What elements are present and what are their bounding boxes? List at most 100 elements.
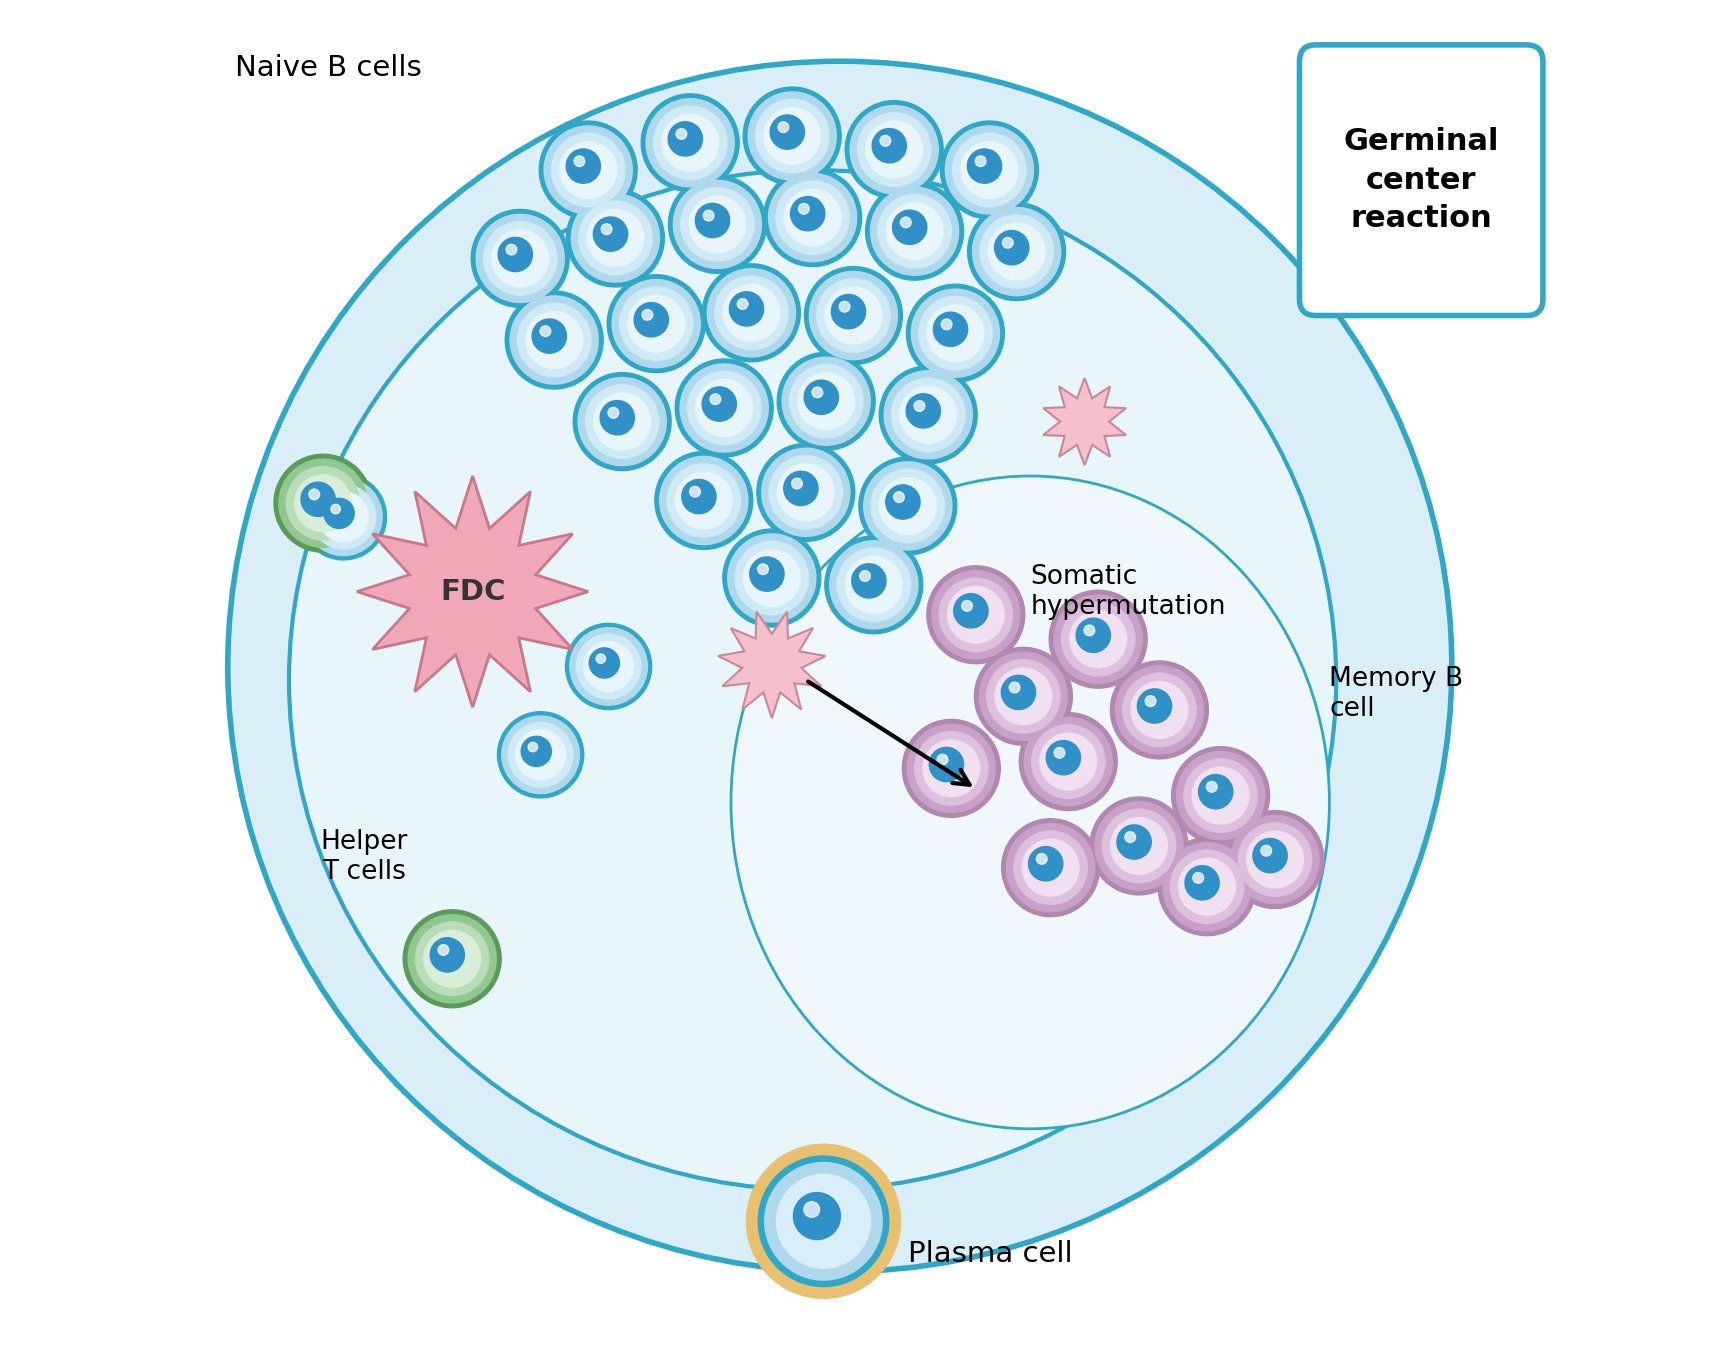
Circle shape xyxy=(647,99,733,186)
Circle shape xyxy=(654,106,727,180)
Circle shape xyxy=(900,218,910,227)
Circle shape xyxy=(831,295,865,329)
Circle shape xyxy=(794,1193,841,1239)
Circle shape xyxy=(928,305,983,362)
Circle shape xyxy=(596,654,605,664)
Circle shape xyxy=(1001,676,1035,710)
Circle shape xyxy=(439,945,449,955)
Circle shape xyxy=(574,373,671,471)
Circle shape xyxy=(709,394,721,404)
Circle shape xyxy=(860,571,870,581)
Circle shape xyxy=(1014,831,1087,904)
Circle shape xyxy=(1032,725,1105,798)
Circle shape xyxy=(302,483,335,517)
Circle shape xyxy=(1193,767,1248,824)
Circle shape xyxy=(586,385,659,458)
Circle shape xyxy=(810,272,898,359)
Circle shape xyxy=(681,188,754,261)
Circle shape xyxy=(812,388,822,397)
Circle shape xyxy=(763,107,820,165)
Circle shape xyxy=(933,313,968,347)
Circle shape xyxy=(1172,747,1269,845)
Circle shape xyxy=(702,264,801,362)
Circle shape xyxy=(295,475,352,532)
Circle shape xyxy=(274,454,373,552)
Circle shape xyxy=(1049,590,1148,688)
Circle shape xyxy=(1170,850,1243,923)
Circle shape xyxy=(940,578,1013,651)
Circle shape xyxy=(798,204,810,214)
Circle shape xyxy=(687,371,761,445)
Circle shape xyxy=(825,287,883,344)
Circle shape xyxy=(628,295,685,352)
Circle shape xyxy=(1115,666,1203,753)
Circle shape xyxy=(839,302,850,311)
Circle shape xyxy=(988,223,1046,280)
Circle shape xyxy=(919,296,992,370)
Circle shape xyxy=(844,101,943,199)
Circle shape xyxy=(1231,816,1320,903)
Circle shape xyxy=(567,150,600,184)
Circle shape xyxy=(872,129,907,163)
Circle shape xyxy=(477,215,564,302)
Circle shape xyxy=(779,122,789,132)
Circle shape xyxy=(775,181,850,254)
Circle shape xyxy=(817,279,890,352)
Circle shape xyxy=(782,358,870,445)
Circle shape xyxy=(728,534,817,622)
Circle shape xyxy=(584,642,633,691)
Circle shape xyxy=(805,1202,820,1217)
Circle shape xyxy=(954,594,988,628)
Circle shape xyxy=(995,668,1053,725)
Circle shape xyxy=(884,371,973,458)
Polygon shape xyxy=(718,612,825,718)
Circle shape xyxy=(714,276,789,350)
Circle shape xyxy=(1125,832,1136,842)
Circle shape xyxy=(864,462,952,549)
Circle shape xyxy=(870,188,959,275)
Circle shape xyxy=(522,736,551,767)
Circle shape xyxy=(968,203,1066,301)
Circle shape xyxy=(907,725,995,812)
Circle shape xyxy=(1054,596,1143,683)
Circle shape xyxy=(565,623,652,710)
Circle shape xyxy=(893,211,928,245)
Circle shape xyxy=(737,299,747,309)
Circle shape xyxy=(532,320,567,354)
Circle shape xyxy=(838,548,910,622)
Circle shape xyxy=(770,456,843,529)
Ellipse shape xyxy=(290,170,1337,1190)
Circle shape xyxy=(508,722,572,787)
Circle shape xyxy=(517,303,591,377)
Circle shape xyxy=(567,189,664,287)
Circle shape xyxy=(510,296,598,384)
Circle shape xyxy=(912,290,999,377)
Circle shape xyxy=(574,156,584,166)
Circle shape xyxy=(1025,718,1111,805)
Circle shape xyxy=(928,566,1025,664)
Circle shape xyxy=(690,487,701,496)
Circle shape xyxy=(735,541,808,615)
Circle shape xyxy=(758,1156,890,1287)
Circle shape xyxy=(576,634,642,699)
Circle shape xyxy=(987,660,1059,733)
Circle shape xyxy=(789,364,864,438)
Circle shape xyxy=(858,113,931,186)
Circle shape xyxy=(529,743,538,752)
Circle shape xyxy=(609,408,619,418)
Circle shape xyxy=(777,352,876,450)
Circle shape xyxy=(805,381,839,415)
Circle shape xyxy=(1138,690,1172,724)
Ellipse shape xyxy=(227,61,1451,1272)
Circle shape xyxy=(784,189,841,246)
Circle shape xyxy=(931,571,1020,658)
Circle shape xyxy=(784,472,818,506)
Circle shape xyxy=(747,92,836,180)
Circle shape xyxy=(1028,847,1063,881)
Circle shape xyxy=(914,732,988,805)
Circle shape xyxy=(602,224,612,234)
Circle shape xyxy=(865,182,964,280)
Circle shape xyxy=(588,209,643,267)
Circle shape xyxy=(1238,823,1311,896)
Circle shape xyxy=(850,106,938,193)
